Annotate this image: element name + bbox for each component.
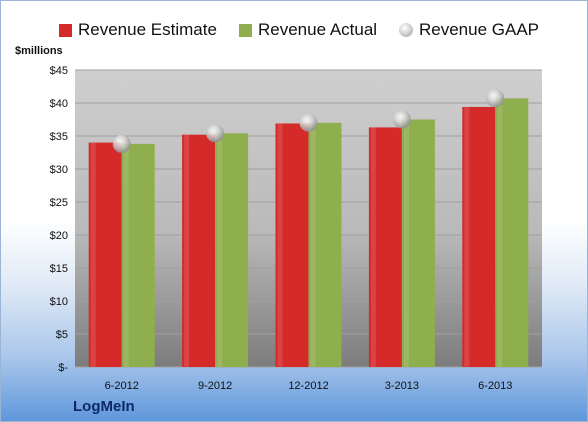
- y-tick-label: $5: [56, 329, 68, 341]
- bar-revenue-estimate: [182, 134, 216, 367]
- legend-marker-revenue-gaap: [399, 23, 413, 37]
- x-tick-label: 12-2012: [288, 380, 328, 392]
- legend-swatch-revenue-actual: [239, 23, 252, 37]
- marker-revenue-gaap: [206, 124, 225, 143]
- y-tick-label: $45: [50, 65, 68, 77]
- bar-highlight: [123, 143, 129, 367]
- bar-highlight: [217, 133, 223, 367]
- gaap-markers: [112, 89, 505, 153]
- bar-highlight: [464, 106, 470, 368]
- bar-revenue-estimate: [275, 123, 309, 368]
- y-tick-label: $40: [50, 98, 68, 110]
- bar-revenue-actual: [215, 133, 249, 367]
- marker-revenue-gaap: [486, 89, 505, 108]
- bar-highlight: [497, 98, 503, 367]
- y-tick-label: $10: [50, 296, 68, 308]
- bars: [88, 98, 529, 368]
- y-tick-label: $-: [58, 362, 68, 374]
- legend-swatch-revenue-estimate: [59, 23, 72, 37]
- x-tick-label: 9-2012: [198, 380, 232, 392]
- bar-revenue-actual: [121, 143, 155, 367]
- x-axis-tick-labels: 6-2012 9-2012 12-2012 3-2013 6-2013: [105, 380, 513, 392]
- legend-item-revenue-estimate: Revenue Estimate: [59, 17, 217, 43]
- bar-revenue-estimate: [368, 127, 402, 367]
- marker-revenue-gaap: [112, 134, 131, 153]
- legend-item-revenue-gaap: Revenue GAAP: [399, 17, 539, 43]
- y-tick-label: $35: [50, 131, 68, 143]
- y-axis-tick-labels: $- $5 $10 $15 $20 $25 $30 $35 $40 $45: [50, 65, 69, 374]
- x-tick-label: 6-2013: [478, 380, 512, 392]
- legend-label-revenue-gaap: Revenue GAAP: [419, 20, 540, 39]
- bar-highlight: [184, 134, 190, 367]
- y-tick-label: $20: [50, 230, 68, 242]
- x-tick-label: 6-2012: [105, 380, 139, 392]
- bar-revenue-estimate: [462, 106, 496, 368]
- legend-item-revenue-actual: Revenue Actual: [239, 17, 377, 43]
- legend-label-revenue-estimate: Revenue Estimate: [78, 20, 217, 39]
- company-name: LogMeIn: [73, 398, 135, 415]
- y-tick-label: $15: [50, 263, 68, 275]
- bar-highlight: [310, 122, 316, 367]
- marker-revenue-gaap: [299, 113, 318, 132]
- legend: Revenue Estimate Revenue Actual Revenue …: [1, 17, 587, 43]
- y-axis-unit-label: $millions: [15, 45, 63, 57]
- x-tick-label: 3-2013: [385, 380, 419, 392]
- bar-revenue-actual: [401, 119, 435, 367]
- y-tick-label: $25: [50, 197, 68, 209]
- bar-highlight: [90, 142, 96, 367]
- bar-highlight: [403, 119, 409, 367]
- bar-highlight: [277, 123, 283, 368]
- bar-revenue-actual: [308, 122, 342, 367]
- y-tick-label: $30: [50, 164, 68, 176]
- legend-label-revenue-actual: Revenue Actual: [258, 20, 378, 39]
- bar-revenue-estimate: [88, 142, 122, 367]
- bar-highlight: [370, 127, 376, 367]
- marker-revenue-gaap: [392, 110, 411, 129]
- bar-revenue-actual: [495, 98, 529, 367]
